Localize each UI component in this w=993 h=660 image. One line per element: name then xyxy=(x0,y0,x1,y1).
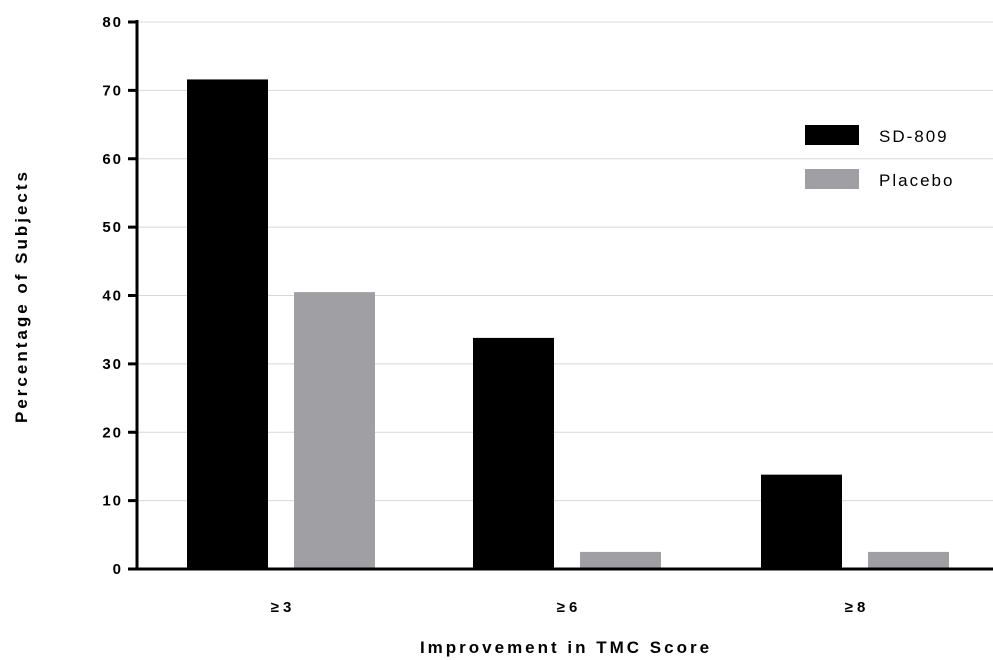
y-tick-label: 10 xyxy=(102,493,123,510)
bar-sd-809-1 xyxy=(187,79,268,569)
bar-placebo-2 xyxy=(580,551,661,569)
y-tick-label: 20 xyxy=(102,424,123,441)
x-tick-label: ≥ 8 xyxy=(845,599,866,616)
x-tick-label: ≥ 6 xyxy=(557,599,578,616)
bar-placebo-1 xyxy=(294,292,375,569)
y-tick-label: 40 xyxy=(102,288,123,305)
bar-sd-809-2 xyxy=(473,337,554,569)
y-tick-label: 60 xyxy=(102,151,123,168)
y-ticks: 0 10 20 30 40 50 60 70 80 xyxy=(102,14,137,578)
x-axis-title: Improvement in TMC Score xyxy=(420,638,712,657)
y-tick-label: 70 xyxy=(102,82,123,99)
y-tick-label: 80 xyxy=(102,14,123,31)
gridlines xyxy=(137,21,993,502)
legend-label: SD-809 xyxy=(879,127,949,146)
bars xyxy=(187,79,949,569)
y-tick-label: 0 xyxy=(113,561,123,578)
x-ticks: ≥ 3 ≥ 6 ≥ 8 xyxy=(271,599,866,616)
y-tick-label: 50 xyxy=(102,219,123,236)
y-tick-label: 30 xyxy=(102,356,123,373)
legend-swatch xyxy=(805,125,859,145)
bar-sd-809-3 xyxy=(761,474,842,569)
legend-swatch xyxy=(805,169,859,189)
y-axis-title: Percentage of Subjects xyxy=(12,169,31,423)
x-tick-label: ≥ 3 xyxy=(271,599,292,616)
legend-label: Placebo xyxy=(879,171,954,190)
bar-placebo-3 xyxy=(868,551,949,569)
legend: SD-809 Placebo xyxy=(805,125,954,190)
